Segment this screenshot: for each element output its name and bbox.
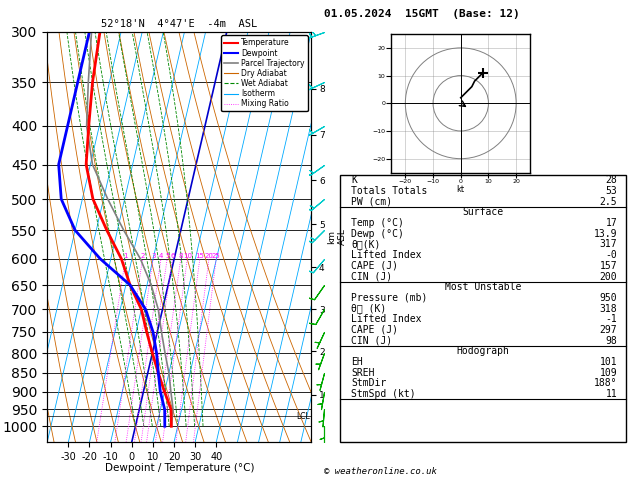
Text: 20: 20 (204, 253, 213, 259)
Text: Lifted Index: Lifted Index (351, 250, 421, 260)
Text: 318: 318 (599, 304, 617, 313)
Text: 13.9: 13.9 (594, 229, 617, 239)
Text: 28: 28 (606, 175, 617, 185)
Text: LCL: LCL (296, 412, 310, 421)
Text: 25: 25 (212, 253, 221, 259)
Text: θᴄ(K): θᴄ(K) (351, 240, 381, 249)
Text: Dewp (°C): Dewp (°C) (351, 229, 404, 239)
Text: 17: 17 (606, 218, 617, 228)
Text: 11: 11 (606, 389, 617, 399)
Text: 157: 157 (599, 261, 617, 271)
Text: EH: EH (351, 357, 363, 367)
Text: -1: -1 (606, 314, 617, 324)
Text: 8: 8 (179, 253, 183, 259)
Text: 5: 5 (165, 253, 169, 259)
Legend: Temperature, Dewpoint, Parcel Trajectory, Dry Adiabat, Wet Adiabat, Isotherm, Mi: Temperature, Dewpoint, Parcel Trajectory… (221, 35, 308, 111)
Text: 98: 98 (606, 336, 617, 346)
Text: CIN (J): CIN (J) (351, 272, 392, 281)
Text: 101: 101 (599, 357, 617, 367)
Text: 297: 297 (599, 325, 617, 335)
Text: CAPE (J): CAPE (J) (351, 261, 398, 271)
X-axis label: kt: kt (457, 185, 465, 194)
Text: -0: -0 (606, 250, 617, 260)
Text: 109: 109 (599, 368, 617, 378)
Text: StmDir: StmDir (351, 379, 386, 388)
Text: 188°: 188° (594, 379, 617, 388)
Text: Totals Totals: Totals Totals (351, 186, 428, 196)
X-axis label: Dewpoint / Temperature (°C): Dewpoint / Temperature (°C) (104, 463, 254, 473)
Text: 6: 6 (170, 253, 175, 259)
Title: 52°18'N  4°47'E  -4m  ASL: 52°18'N 4°47'E -4m ASL (101, 19, 257, 30)
Text: 53: 53 (606, 186, 617, 196)
Text: Hodograph: Hodograph (456, 347, 509, 356)
Text: 1: 1 (123, 253, 128, 259)
Y-axis label: km
ASL: km ASL (328, 228, 347, 245)
Text: θᴄ (K): θᴄ (K) (351, 304, 386, 313)
Text: Temp (°C): Temp (°C) (351, 218, 404, 228)
Text: 317: 317 (599, 240, 617, 249)
Text: 200: 200 (599, 272, 617, 281)
Text: 3: 3 (151, 253, 155, 259)
Text: PW (cm): PW (cm) (351, 197, 392, 207)
Text: Surface: Surface (462, 208, 503, 217)
Text: 4: 4 (159, 253, 163, 259)
Text: StmSpd (kt): StmSpd (kt) (351, 389, 416, 399)
Text: K: K (351, 175, 357, 185)
Text: Most Unstable: Most Unstable (445, 282, 521, 292)
Text: 2.5: 2.5 (599, 197, 617, 207)
Text: 950: 950 (599, 293, 617, 303)
Text: 10: 10 (183, 253, 192, 259)
Text: CIN (J): CIN (J) (351, 336, 392, 346)
Text: Lifted Index: Lifted Index (351, 314, 421, 324)
Text: CAPE (J): CAPE (J) (351, 325, 398, 335)
Text: 01.05.2024  15GMT  (Base: 12): 01.05.2024 15GMT (Base: 12) (324, 9, 520, 19)
Text: Pressure (mb): Pressure (mb) (351, 293, 428, 303)
Text: 2: 2 (140, 253, 145, 259)
Text: 15: 15 (196, 253, 204, 259)
Text: © weatheronline.co.uk: © weatheronline.co.uk (324, 467, 437, 476)
Text: SREH: SREH (351, 368, 375, 378)
